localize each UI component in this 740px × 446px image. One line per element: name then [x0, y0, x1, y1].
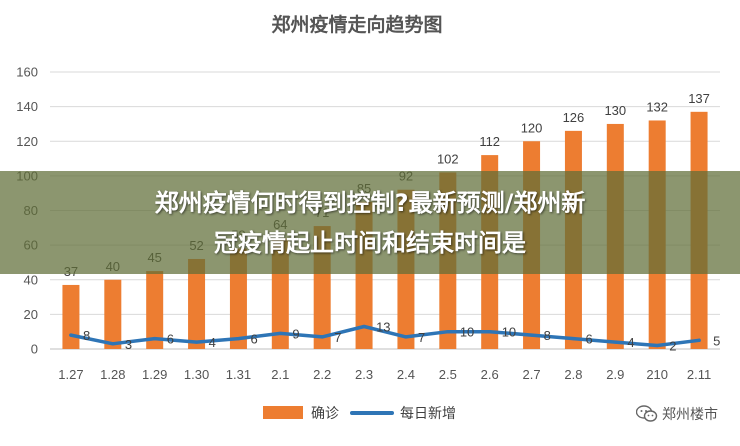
line-value-label: 9 — [292, 326, 299, 341]
legend-bar-swatch — [263, 406, 303, 419]
y-tick-label: 0 — [31, 342, 38, 357]
bar-value-label: 126 — [563, 110, 585, 125]
bar — [146, 271, 164, 349]
line-point — [69, 333, 73, 337]
line-value-label: 10 — [460, 325, 474, 340]
line-point — [446, 330, 450, 334]
bar-value-label: 112 — [479, 134, 500, 149]
watermark-text: 郑州楼市 — [662, 407, 718, 423]
headline-text: 郑州疫情何时得到控制?最新预测/郑州新 冠疫情起止时间和结束时间是 — [0, 183, 740, 263]
line-point — [236, 337, 241, 341]
bar-value-label: 120 — [521, 120, 543, 135]
y-tick-label: 140 — [16, 99, 38, 114]
bar-value-label: 130 — [604, 103, 626, 118]
line-point — [194, 340, 199, 344]
bar-value-label: 137 — [688, 91, 710, 106]
x-tick-label: 1.30 — [184, 367, 209, 382]
line-point — [153, 337, 157, 341]
x-tick-label: 2.11 — [687, 367, 711, 382]
line-value-label: 4 — [209, 335, 216, 350]
line-value-label: 3 — [125, 337, 132, 352]
line-point — [111, 342, 115, 346]
y-tick-label: 20 — [24, 307, 38, 322]
bar — [188, 258, 206, 349]
line-point — [488, 330, 492, 334]
line-data-labels: 8 3 6 4 6 9 7 13 7 10 10 8 6 4 2 5 — [83, 319, 720, 353]
x-tick-label: 2.1 — [271, 367, 289, 382]
line-value-label: 4 — [627, 335, 634, 350]
bar — [62, 284, 80, 349]
line-value-label: 8 — [83, 328, 90, 343]
watermark: 郑州楼市 — [636, 402, 718, 426]
line-point — [278, 331, 282, 336]
y-tick-label: 160 — [16, 65, 38, 80]
bar-value-label: 132 — [646, 99, 668, 114]
legend: 确诊 每日新增 — [263, 406, 456, 422]
x-tick-label: 210 — [646, 367, 668, 382]
line-value-label: 6 — [167, 332, 174, 347]
headline-banner — [0, 171, 740, 274]
bar — [104, 279, 122, 349]
bar-value-label: 102 — [437, 151, 459, 166]
line-value-label: 7 — [418, 330, 425, 345]
line-value-label: 13 — [376, 319, 390, 334]
line-value-label: 8 — [544, 328, 551, 343]
wechat-icon — [636, 405, 658, 422]
x-tick-label: 2.9 — [606, 367, 624, 382]
line-value-label: 5 — [713, 333, 720, 348]
line-point — [320, 335, 324, 339]
line-point — [655, 343, 659, 348]
line-point — [571, 337, 576, 341]
x-tick-label: 2.8 — [564, 367, 582, 382]
line-point — [613, 340, 617, 344]
line-point — [362, 324, 366, 329]
headline-line-1: 郑州疫情何时得到控制?最新预测/郑州新 — [154, 189, 586, 217]
line-value-label: 6 — [250, 332, 257, 347]
headline-line-2: 冠疫情起止时间和结束时间是 — [214, 229, 526, 257]
y-tick-label: 120 — [16, 134, 38, 149]
x-tick-label: 1.29 — [142, 367, 167, 382]
line-series — [69, 324, 701, 348]
line-value-label: 6 — [585, 332, 592, 347]
x-tick-label: 2.2 — [313, 367, 331, 382]
x-axis-ticks: 1.27 1.28 1.29 1.30 1.31 2.1 2.2 2.3 2.4 2.5 2.6 2.… — [58, 367, 711, 382]
x-tick-label: 2.7 — [523, 367, 541, 382]
line-value-label: 7 — [334, 330, 341, 345]
line-point — [697, 338, 701, 342]
legend-bar-label: 确诊 — [311, 406, 339, 422]
x-tick-label: 1.28 — [100, 367, 125, 382]
chart-title: 郑州疫情走向趋势图 — [271, 13, 442, 36]
line-point — [529, 333, 534, 337]
y-tick-label: 40 — [24, 272, 38, 287]
line-point — [404, 335, 408, 339]
line-value-label: 10 — [502, 325, 516, 340]
line-value-label: 2 — [669, 339, 676, 354]
x-tick-label: 2.3 — [355, 367, 373, 382]
x-tick-label: 1.31 — [226, 367, 251, 382]
x-tick-label: 2.4 — [397, 367, 415, 382]
x-tick-label: 1.27 — [58, 367, 83, 382]
x-tick-label: 2.5 — [439, 367, 457, 382]
x-tick-label: 2.6 — [481, 367, 499, 382]
legend-line-label: 每日新增 — [400, 406, 456, 422]
daily-new-line — [69, 324, 701, 348]
